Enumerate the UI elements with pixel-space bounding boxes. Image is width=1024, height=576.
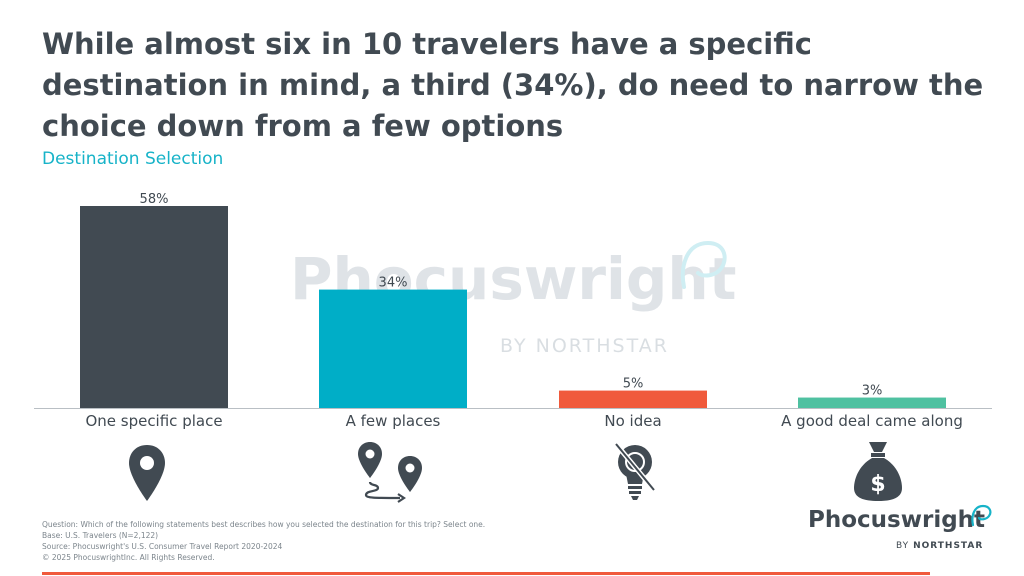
footnote-source: Source: Phocuswright's U.S. Consumer Tra…: [42, 542, 283, 551]
category-label-2: A few places: [346, 412, 441, 430]
phocuswright-logo: Phocuswright BY NORTHSTAR: [808, 503, 998, 553]
bar-3: [559, 390, 707, 408]
logo-by: BY: [896, 541, 910, 551]
logo-brand: Phocuswright: [808, 507, 986, 533]
category-label-3: No idea: [604, 412, 661, 430]
chart-subtitle: Destination Selection: [42, 149, 224, 169]
data-label-1: 58%: [140, 192, 169, 207]
bar-chart: 58% One specific place 34% A few places 5% No…: [34, 192, 992, 430]
page-title: While almost six in 10 travelers have a …: [42, 27, 984, 143]
bottom-accent-bar: [42, 572, 930, 575]
category-label-1: One specific place: [85, 412, 222, 430]
logo-byline: BY NORTHSTAR: [896, 541, 983, 551]
data-label-3: 5%: [623, 377, 644, 392]
data-label-2: 34%: [379, 276, 408, 291]
logo-northstar: NORTHSTAR: [913, 541, 984, 551]
speech-bubble-icon: [680, 240, 727, 289]
footnote-question: Question: Which of the following stateme…: [42, 520, 486, 529]
data-label-4: 3%: [862, 384, 883, 399]
bar-4: [798, 397, 946, 408]
watermark-byline: BY NORTHSTAR: [500, 335, 669, 357]
footnote-copyright: © 2025 PhocuswrightInc. All Rights Reser…: [42, 553, 215, 562]
category-label-4: A good deal came along: [781, 412, 963, 430]
dollar-sign: $: [870, 472, 885, 497]
map-pin-icon: [129, 445, 165, 501]
money-bag-icon: $: [854, 442, 902, 501]
logo-bubble-icon: [971, 504, 992, 527]
bar-1: [80, 206, 228, 408]
bar-2: [319, 289, 467, 408]
crossed-lightbulb-icon: [614, 442, 656, 500]
footnotes: Question: Which of the following stateme…: [42, 519, 485, 563]
route-between-pins-icon: [358, 442, 422, 503]
footnote-base: Base: U.S. Travelers (N=2,122): [42, 531, 159, 540]
